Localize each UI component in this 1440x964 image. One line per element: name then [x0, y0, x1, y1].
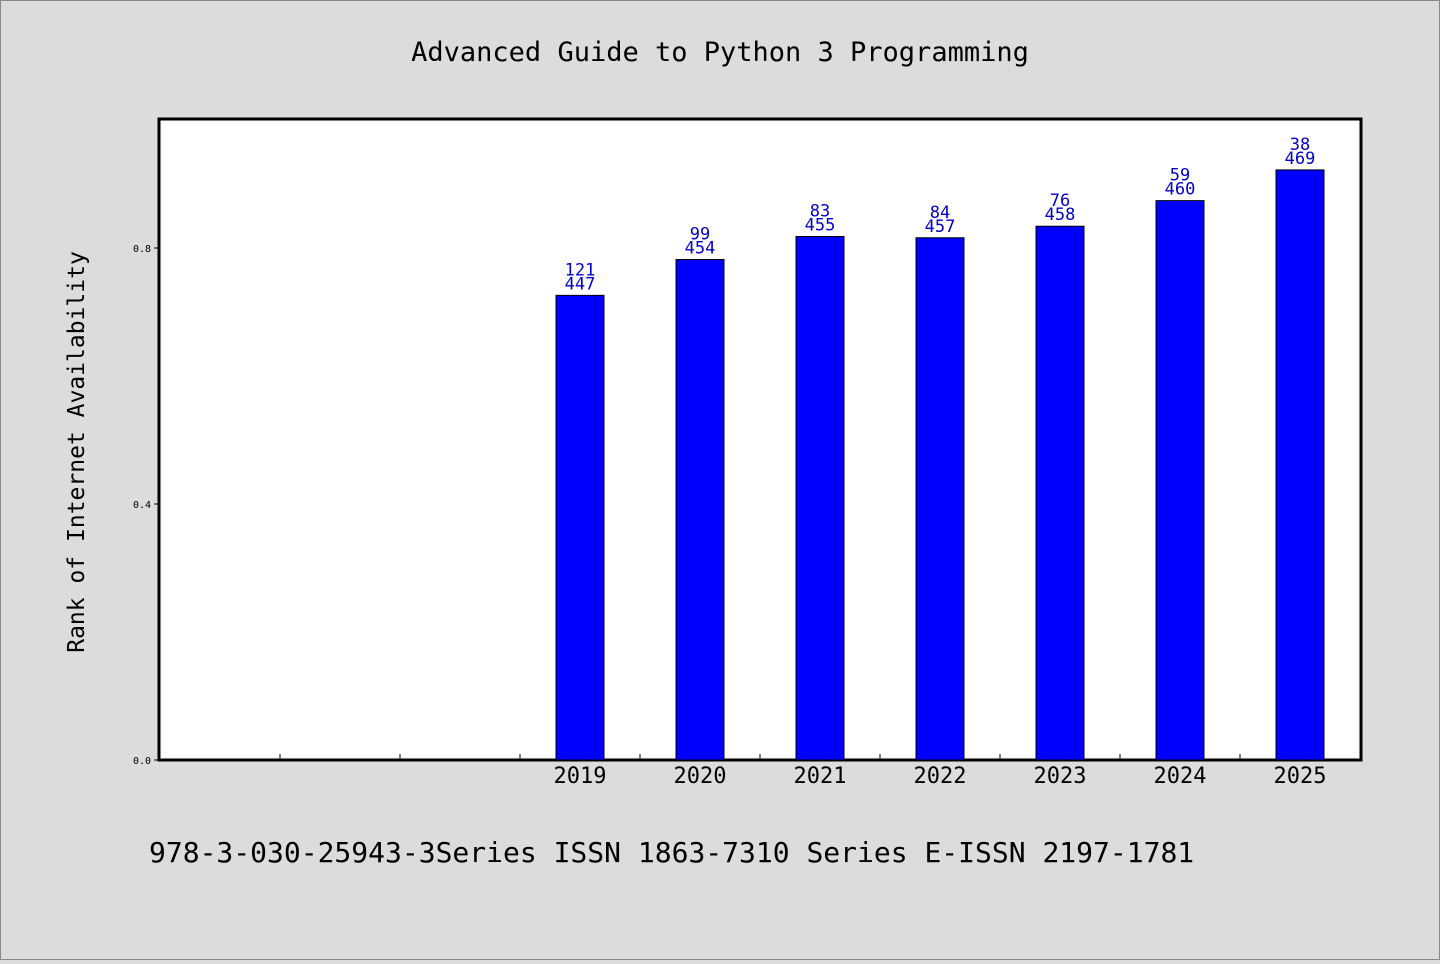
- bar-2021: [795, 235, 845, 761]
- bar-2022: [915, 237, 965, 761]
- bar-2025: [1275, 169, 1325, 761]
- bar-2019: [555, 294, 605, 761]
- x-tick-label: 2025: [1274, 764, 1327, 789]
- bar-label-bottom: 454: [685, 239, 716, 259]
- bar-label-top: 84: [930, 203, 950, 223]
- bar-label-bottom: 447: [565, 274, 596, 294]
- bar-2020: [675, 259, 725, 761]
- x-tick-label: 2019: [554, 764, 607, 789]
- y-axis-ticks: 0.0 0.4 0.8: [133, 244, 160, 767]
- bar-2024: [1155, 200, 1205, 761]
- bar-label-bottom: 460: [1165, 180, 1196, 200]
- x-tick-label: 2022: [914, 764, 967, 789]
- x-tick-label: 2024: [1154, 764, 1207, 789]
- bar-2023: [1035, 225, 1085, 761]
- x-tick-label: 2020: [674, 764, 727, 789]
- bar-label-top: 59: [1170, 166, 1190, 186]
- x-tick-label: 2023: [1034, 764, 1087, 789]
- bars: [555, 169, 1325, 761]
- bar-label-bottom: 458: [1045, 205, 1076, 225]
- bar-label-top: 99: [690, 225, 710, 245]
- bar-label-top: 121: [565, 260, 596, 280]
- chart-title: Advanced Guide to Python 3 Programming: [411, 37, 1029, 68]
- bar-label-bottom: 457: [925, 217, 956, 237]
- x-tick-label: 2021: [794, 764, 847, 789]
- bar-label-top: 38: [1290, 135, 1310, 155]
- y-tick-label: 0.8: [133, 244, 151, 255]
- y-tick-label: 0.4: [133, 500, 151, 511]
- y-axis-label: Rank of Internet Availability: [64, 251, 90, 653]
- y-tick-label: 0.0: [133, 756, 151, 767]
- footer-isbn-text: 978-3-030-25943-3Series ISSN 1863-7310 S…: [149, 836, 1194, 869]
- x-axis-ticks: 2019 2020 2021 2022 2023 2024 2025: [279, 754, 1327, 789]
- bar-label-bottom: 455: [805, 215, 836, 235]
- bar-label-bottom: 469: [1285, 149, 1316, 169]
- bar-label-top: 76: [1050, 191, 1070, 211]
- bar-label-top: 83: [810, 201, 830, 221]
